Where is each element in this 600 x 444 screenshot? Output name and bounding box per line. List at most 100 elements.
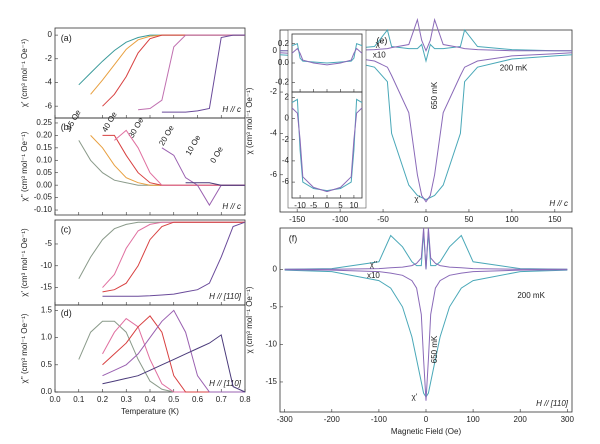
plot-frame (54, 27, 246, 119)
x-tick-label: 0.1 (73, 395, 85, 404)
x-tick-label: 0.7 (216, 395, 228, 404)
x-tick-label: -150 (289, 215, 306, 224)
y-tick-label: 0 (48, 30, 53, 39)
x-tick-label: -50 (377, 215, 389, 224)
series-line (284, 269, 568, 398)
y-tick-label: 1.0 (41, 333, 53, 342)
series-line (280, 17, 572, 53)
y-tick-label: -15 (265, 377, 277, 386)
field-note: H // [110] (536, 399, 569, 408)
panel-label: (a) (61, 33, 72, 43)
series-line (102, 34, 245, 107)
annotation: 200 mK (517, 291, 545, 300)
x-tick-label: 0.3 (121, 395, 133, 404)
x-tick-label: -10 (294, 201, 306, 210)
series-line (90, 135, 245, 186)
x-tick-label: 0 (424, 215, 429, 224)
y-tick-label: -2 (282, 135, 290, 144)
y-tick-label: 0.20 (36, 131, 52, 140)
y-tick-label: -6 (45, 101, 53, 110)
series-line (291, 107, 363, 193)
x-tick-label: -100 (371, 415, 388, 424)
y-axis-label: χ'' (cm³ mol⁻¹ Oe⁻¹) (20, 131, 29, 201)
x-tick-label: 200 (514, 415, 528, 424)
series-line (102, 309, 245, 393)
field-note: H // [110] (209, 292, 242, 301)
y-tick-label: 0 (273, 264, 278, 273)
x-tick-label: 0.4 (144, 395, 156, 404)
annotation: χ' (411, 392, 417, 401)
y-tick-label: -5 (270, 302, 278, 311)
series-label: 20 Oe (157, 123, 176, 147)
panel-label: (b) (61, 122, 72, 132)
x-tick-label: 0 (325, 201, 330, 210)
series-line (284, 269, 568, 401)
x-tick-label: 100 (505, 215, 519, 224)
y-tick-label: -0.10 (34, 205, 53, 214)
series-line (161, 34, 245, 113)
y-axis-label: χ' (cm³ mol⁻¹ Oe⁻¹) (20, 228, 29, 297)
series-line (279, 52, 573, 203)
x-tick-label: 0.6 (192, 395, 204, 404)
y-tick-label: 0.5 (41, 360, 53, 369)
y-tick-label: 0 (273, 46, 278, 55)
y-tick-label: 2 (285, 92, 290, 101)
plot-frame (54, 117, 246, 216)
series-line (185, 182, 245, 186)
y-tick-label: 0.15 (36, 143, 52, 152)
x-tick-label: -300 (277, 415, 294, 424)
series-line (291, 47, 363, 66)
series-line (138, 34, 245, 111)
y-tick-label: -4 (45, 78, 53, 87)
series-line (102, 134, 245, 186)
y-tick-label: -15 (40, 283, 52, 292)
plot-frame (279, 227, 573, 413)
x-tick-label: 300 (561, 415, 575, 424)
y-tick-label: 0.05 (36, 168, 52, 177)
x-tick-label: -100 (332, 215, 349, 224)
y-tick-label: 1.5 (41, 306, 53, 315)
x-axis-label: Magnetic Field (Oe) (391, 427, 462, 436)
annotation: 650 mK (430, 335, 439, 363)
x-tick-label: 0 (424, 415, 429, 424)
y-axis-label: χ (cm³ mol⁻¹ Oe⁻¹) (245, 87, 254, 154)
field-note: H // c (222, 202, 241, 211)
field-note: H // c (549, 199, 568, 208)
y-tick-label: -0.05 (34, 193, 53, 202)
series-line (284, 227, 568, 270)
y-tick-label: 0.25 (36, 118, 52, 127)
annotation: χ'' (370, 260, 378, 269)
y-tick-label: 0.0 (278, 58, 290, 67)
y-tick-label: 0.00 (36, 180, 52, 189)
y-tick-label: -0.2 (275, 77, 289, 86)
series-line (102, 221, 246, 297)
series-label: 10 Oe (184, 133, 203, 157)
x-tick-label: 5 (338, 201, 343, 210)
x-tick-label: 150 (548, 215, 562, 224)
x-tick-label: 0.5 (168, 395, 180, 404)
series-line (78, 221, 245, 280)
y-tick-label: 0.0 (41, 387, 53, 396)
x-tick-label: 100 (466, 415, 480, 424)
y-axis-label: χ (cm³ mol⁻¹ Oe⁻¹) (245, 286, 254, 353)
series-label: 40 Oe (100, 110, 119, 134)
series-line (102, 334, 246, 393)
panel-label: (d) (61, 308, 72, 318)
y-tick-label: -4 (270, 129, 278, 138)
panel-label: (c) (61, 225, 71, 235)
y-tick-label: 0.2 (278, 39, 290, 48)
y-axis-label: χ' (cm³ mol⁻¹ Oe⁻¹) (20, 38, 29, 107)
x-tick-label: 10 (349, 201, 358, 210)
y-tick-label: -2 (270, 87, 278, 96)
series-line (102, 221, 245, 293)
panel-label: (f) (289, 233, 298, 243)
annotation: 200 mK (500, 63, 528, 72)
x-tick-label: -5 (310, 201, 318, 210)
series-line (279, 54, 573, 201)
x-axis-label: Temperature (K) (121, 407, 179, 416)
y-tick-label: -5 (45, 239, 53, 248)
y-tick-label: -2 (45, 54, 53, 63)
annotation: 650 mK (430, 81, 439, 109)
series-line (291, 43, 363, 64)
x-tick-label: 0.2 (97, 395, 109, 404)
